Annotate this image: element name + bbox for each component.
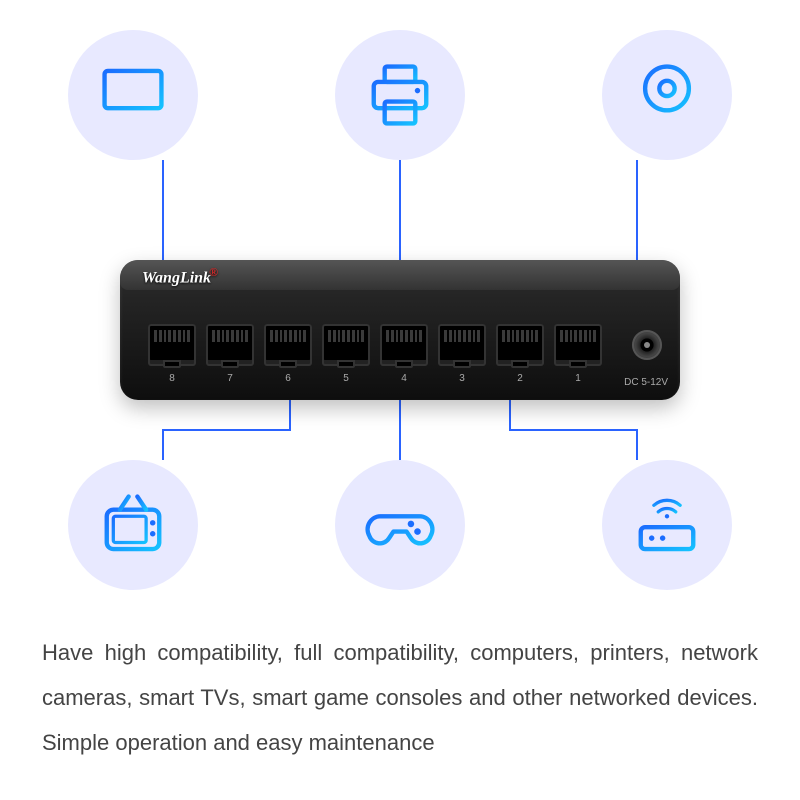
port-1: 1 <box>554 324 602 366</box>
gamepad-icon <box>335 460 465 590</box>
brand-text: WangLink <box>142 269 211 286</box>
webcam-icon <box>602 30 732 160</box>
bottom-icon-row <box>0 460 800 590</box>
port-2: 2 <box>496 324 544 366</box>
brand-suffix: ® <box>209 265 218 279</box>
dc-power-label: DC 5-12V <box>624 377 668 388</box>
router-icon <box>602 460 732 590</box>
port-7: 7 <box>206 324 254 366</box>
printer-icon <box>335 30 465 160</box>
ethernet-ports: 8 7 6 5 4 3 2 1 <box>148 324 618 366</box>
port-4: 4 <box>380 324 428 366</box>
network-switch: WangLink® 8 7 6 5 4 3 2 1 DC 5-12V <box>120 260 680 400</box>
port-8: 8 <box>148 324 196 366</box>
port-6: 6 <box>264 324 312 366</box>
monitor-icon <box>68 30 198 160</box>
port-3: 3 <box>438 324 486 366</box>
top-icon-row <box>0 30 800 160</box>
tv-icon <box>68 460 198 590</box>
description-text: Have high compatibility, full compatibil… <box>42 630 758 765</box>
dc-power-jack <box>632 330 662 360</box>
port-5: 5 <box>322 324 370 366</box>
brand-label: WangLink® <box>142 265 218 287</box>
